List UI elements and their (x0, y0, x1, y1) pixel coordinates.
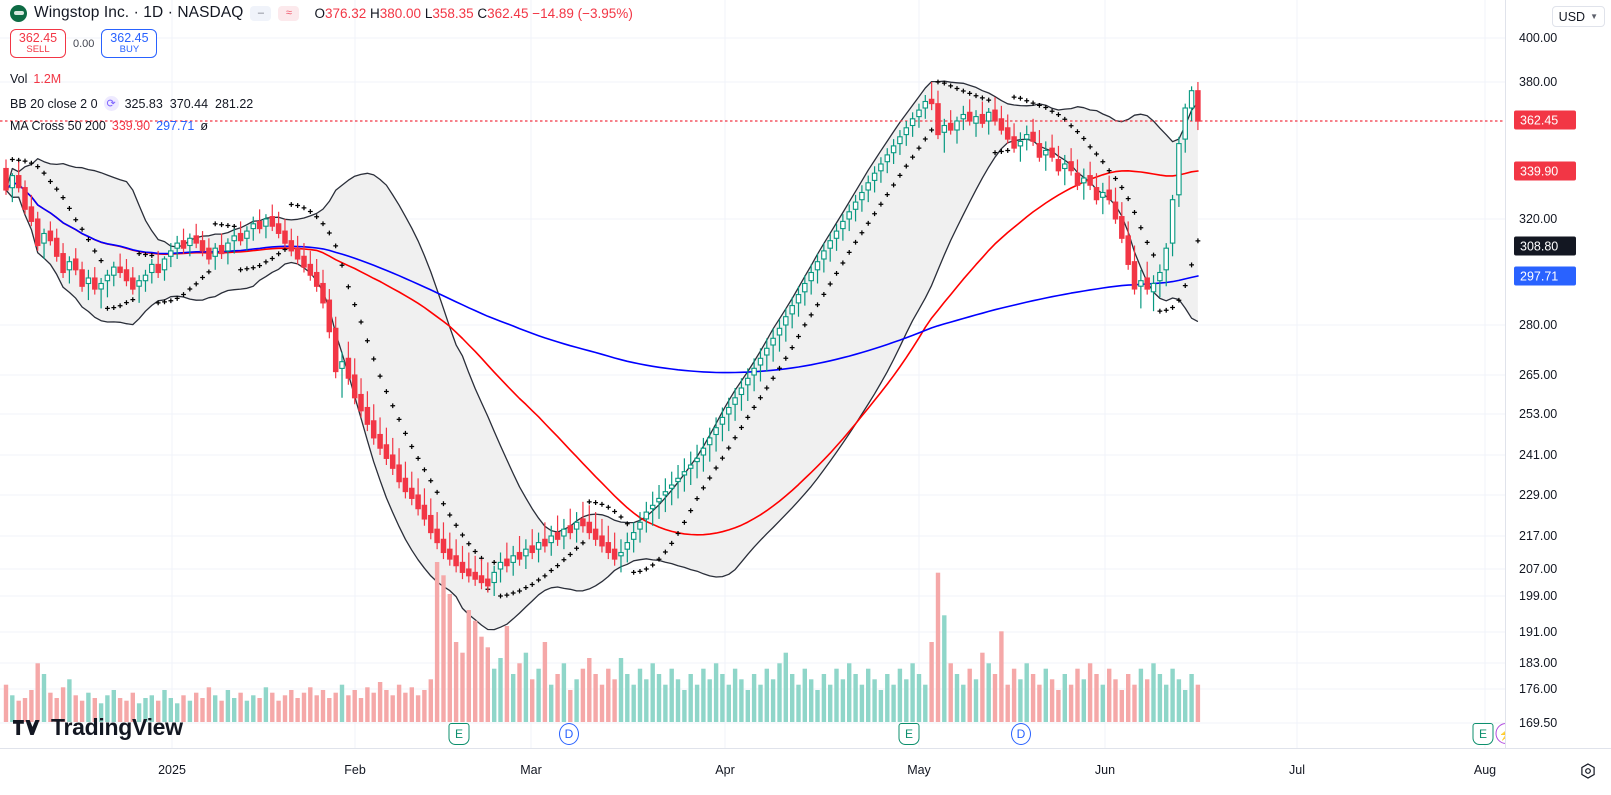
ohlc-l-label: L (424, 5, 433, 21)
sell-button[interactable]: 362.45 SELL (10, 29, 66, 58)
price-axis[interactable]: USD ▼ 400.00 380.00 320.00 280.00 265.00 253.… (1505, 0, 1611, 748)
ohlc-change: −14.89 (532, 5, 574, 21)
time-tick: Feb (344, 763, 366, 777)
price-tick: 176.00 (1519, 682, 1558, 696)
settings-hex-icon[interactable] (1578, 762, 1598, 782)
ohlc-h-label: H (370, 5, 380, 21)
legend-volume[interactable]: Vol 1.2M (10, 72, 61, 86)
dividend-marker[interactable]: D (1011, 723, 1031, 745)
bb-upper-line (5, 80, 1199, 533)
price-tick: 183.00 (1519, 656, 1558, 670)
volume-bars (3, 562, 1201, 722)
tradingview-logo-icon (13, 720, 40, 735)
legend-ma200-value: 297.71 (156, 119, 195, 133)
buy-button[interactable]: 362.45 BUY (101, 29, 158, 58)
time-tick: Aug (1473, 763, 1497, 777)
legend-ma-cross[interactable]: MA Cross 50 200 339.90 297.71 ø (10, 119, 208, 133)
ohlc-open: 376.32 (324, 5, 367, 21)
legend-bb-basis: 325.83 (124, 96, 163, 111)
time-tick: 2025 (158, 763, 186, 777)
ma200-price-badge[interactable]: 297.71 (1514, 266, 1576, 286)
price-tick: 265.00 (1519, 368, 1558, 382)
chip-wave-icon[interactable]: ≈ (278, 5, 300, 21)
price-tick: 241.00 (1519, 448, 1558, 462)
ohlc-close: 362.45 (487, 5, 529, 21)
price-tick: 207.00 (1519, 562, 1558, 576)
symbol-title[interactable]: Wingstop Inc. · 1D · NASDAQ (34, 4, 244, 21)
price-tick: 280.00 (1519, 318, 1558, 332)
chip-minus-icon[interactable]: – (250, 5, 272, 21)
wingstop-logo-icon (10, 4, 27, 22)
time-axis[interactable]: 2025 Feb Mar Apr May Jun Jul Aug (0, 748, 1611, 795)
ohlc-o-label: O (314, 5, 325, 21)
price-tick: 199.00 (1519, 589, 1558, 603)
currency-label: USD (1558, 9, 1586, 24)
legend-bb-lower: 281.22 (215, 96, 254, 111)
price-tick: 380.00 (1519, 75, 1558, 89)
tradingview-watermark: TradingView (13, 714, 183, 741)
chart-plot-area[interactable] (0, 0, 1505, 748)
buy-price: 362.45 (110, 31, 149, 46)
ma-200-line (5, 182, 1199, 374)
time-tick: Mar (520, 763, 542, 777)
price-tick: 169.50 (1519, 716, 1558, 730)
ohlc-high: 380.00 (379, 5, 422, 21)
time-tick: Jul (1289, 763, 1305, 777)
candlesticks (3, 82, 1201, 596)
chevron-down-icon: ▼ (1590, 12, 1598, 21)
ma50-price-badge[interactable]: 339.90 (1514, 161, 1576, 181)
price-tick: 253.00 (1519, 407, 1558, 421)
legend-ma-extra: ø (200, 119, 208, 133)
legend-bb-upper: 370.44 (169, 96, 209, 111)
ohlc-low: 358.35 (432, 5, 474, 21)
trade-panel: 362.45 SELL 0.00 362.45 BUY (10, 29, 158, 58)
chart-header: Wingstop Inc. · 1D · NASDAQ – ≈ O376.32 … (10, 4, 633, 22)
ohlc-c-label: C (477, 5, 488, 21)
time-tick: May (907, 763, 931, 777)
tradingview-watermark-text: TradingView (51, 714, 183, 740)
ohlc-change-pct: (−3.95%) (577, 5, 633, 21)
buy-label: BUY (119, 44, 140, 56)
dividend-marker[interactable]: D (559, 723, 579, 745)
legend-bollinger-bands[interactable]: BB 20 close 2 0 ⟳ 325.83 370.44 281.22 (10, 96, 253, 111)
time-tick: Apr (715, 763, 735, 777)
legend-volume-label: Vol (10, 72, 28, 86)
earnings-marker[interactable]: E (448, 723, 470, 745)
legend-ma50-value: 339.90 (111, 119, 151, 133)
time-tick: Jun (1094, 763, 1116, 777)
ma-50-line (5, 170, 1199, 536)
legend-volume-value: 1.2M (33, 72, 62, 86)
last-price-badge[interactable]: 362.45 (1514, 110, 1576, 130)
earnings-marker[interactable]: E (898, 723, 920, 745)
bb-lower-price-badge[interactable]: 308.80 (1514, 236, 1576, 256)
price-tick: 320.00 (1519, 212, 1558, 226)
ohlc-values: O376.32 H380.00 L358.35 C362.45 −14.89 (… (314, 6, 632, 21)
refresh-icon[interactable]: ⟳ (103, 96, 119, 111)
legend-ma-label: MA Cross 50 200 (10, 119, 106, 133)
price-tick: 217.00 (1519, 529, 1558, 543)
legend-bb-label: BB 20 close 2 0 (10, 96, 98, 111)
price-tick: 400.00 (1519, 31, 1558, 45)
earnings-marker[interactable]: E (1472, 723, 1494, 745)
price-tick: 229.00 (1519, 488, 1558, 502)
price-tick: 191.00 (1519, 625, 1558, 639)
currency-selector[interactable]: USD ▼ (1551, 6, 1605, 27)
sell-label: SELL (26, 44, 50, 56)
sell-price: 362.45 (18, 31, 58, 46)
spread-value: 0.00 (73, 37, 95, 50)
